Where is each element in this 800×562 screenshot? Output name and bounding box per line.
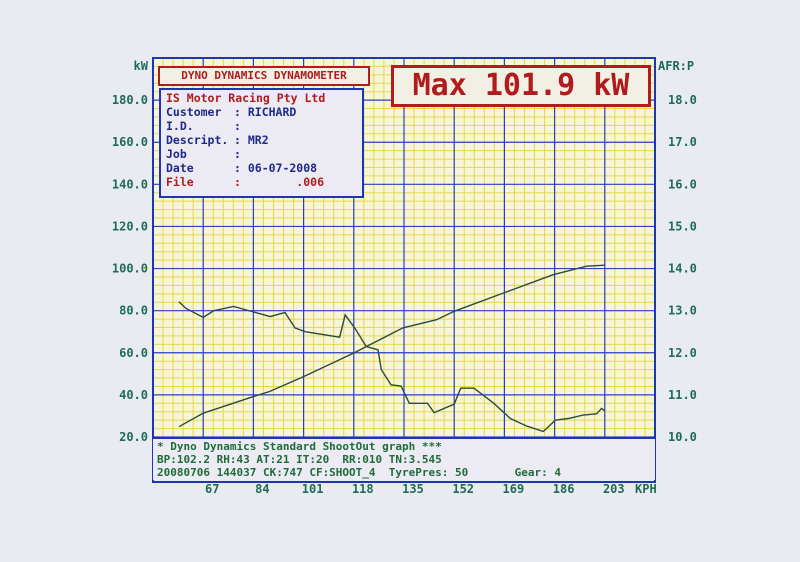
footer-line-2: BP:102.2 RH:43 AT:21 IT:20 RR:010 TN:3.5…	[157, 453, 442, 466]
y-tick-label: 80.0	[119, 304, 148, 318]
dyno-title: DYNO DYNAMICS DYNAMOMETER	[158, 66, 370, 86]
info-field-key: File	[166, 175, 194, 189]
footer-line-1: * Dyno Dynamics Standard ShootOut graph …	[157, 440, 442, 453]
x-tick-label: 118	[352, 482, 374, 496]
info-field-key: Descript.	[166, 133, 229, 147]
x-tick-label: 152	[452, 482, 474, 496]
info-field-value: : RICHARD	[234, 105, 297, 119]
footer-line-3: 20080706 144037 CK:747 CF:SHOOT_4 TyrePr…	[157, 466, 561, 479]
info-field-value: :	[234, 119, 241, 133]
y2-tick-label: 15.0	[668, 219, 697, 233]
x-tick-label: 101	[302, 482, 324, 496]
info-field: File : .006	[166, 175, 357, 189]
y-tick-label: 20.0	[119, 430, 148, 444]
y2-tick-label: 10.0	[668, 430, 697, 444]
info-field-key: I.D.	[166, 119, 194, 133]
y2-tick-label: 14.0	[668, 262, 697, 276]
info-field-key: Job	[166, 147, 187, 161]
company-name: IS Motor Racing Pty Ltd	[166, 91, 326, 105]
info-field: Date : 06-07-2008	[166, 161, 357, 175]
y-axis-label: kW	[134, 59, 149, 73]
y2-tick-label: 11.0	[668, 388, 697, 402]
info-field: I.D.:	[166, 119, 357, 133]
y2-tick-label: 18.0	[668, 93, 697, 107]
info-box: IS Motor Racing Pty Ltd Customer : RICHAR…	[159, 88, 364, 198]
x-tick-label: 135	[402, 482, 424, 496]
info-field-value: : MR2	[234, 133, 269, 147]
info-field-value: :	[234, 147, 241, 161]
y-tick-label: 40.0	[119, 388, 148, 402]
info-field: Job:	[166, 147, 357, 161]
info-field: Descript. : MR2	[166, 133, 357, 147]
y2-tick-label: 13.0	[668, 304, 697, 318]
y-tick-label: 120.0	[112, 219, 148, 233]
y2-tick-label: 17.0	[668, 135, 697, 149]
afr-curve	[178, 301, 606, 433]
curves	[178, 264, 606, 433]
info-field-value: : 06-07-2008	[234, 161, 318, 175]
y-tick-label: 100.0	[112, 262, 148, 276]
y-tick-label: 180.0	[112, 93, 148, 107]
y-tick-label: 140.0	[112, 177, 148, 191]
x-tick-label: 67	[205, 482, 219, 496]
y-tick-label: 160.0	[112, 135, 148, 149]
info-field-key: Customer	[166, 105, 222, 119]
y2-tick-label: 16.0	[668, 177, 697, 191]
y2-axis-label: AFR:P	[658, 59, 694, 73]
info-field-key: Date	[166, 161, 194, 175]
axis-ticks: 67 84 101 118 135 152 169 186 203 20.0 40.0 60.0 80.…	[112, 93, 697, 496]
plot-frame	[152, 57, 656, 483]
x-tick-label: 203	[603, 482, 625, 496]
footer-info: * Dyno Dynamics Standard ShootOut graph …	[153, 437, 655, 480]
power-curve	[178, 264, 605, 428]
x-tick-label: 186	[553, 482, 575, 496]
x-axis-label: KPH	[635, 482, 657, 496]
x-tick-label: 169	[503, 482, 525, 496]
info-field: Customer : RICHARD	[166, 105, 357, 119]
y2-tick-label: 12.0	[668, 346, 697, 360]
y-tick-label: 60.0	[119, 346, 148, 360]
x-tick-label: 84	[255, 482, 269, 496]
info-field-value: : .006	[234, 175, 325, 189]
max-power-label: Max 101.9 kW	[391, 65, 651, 107]
